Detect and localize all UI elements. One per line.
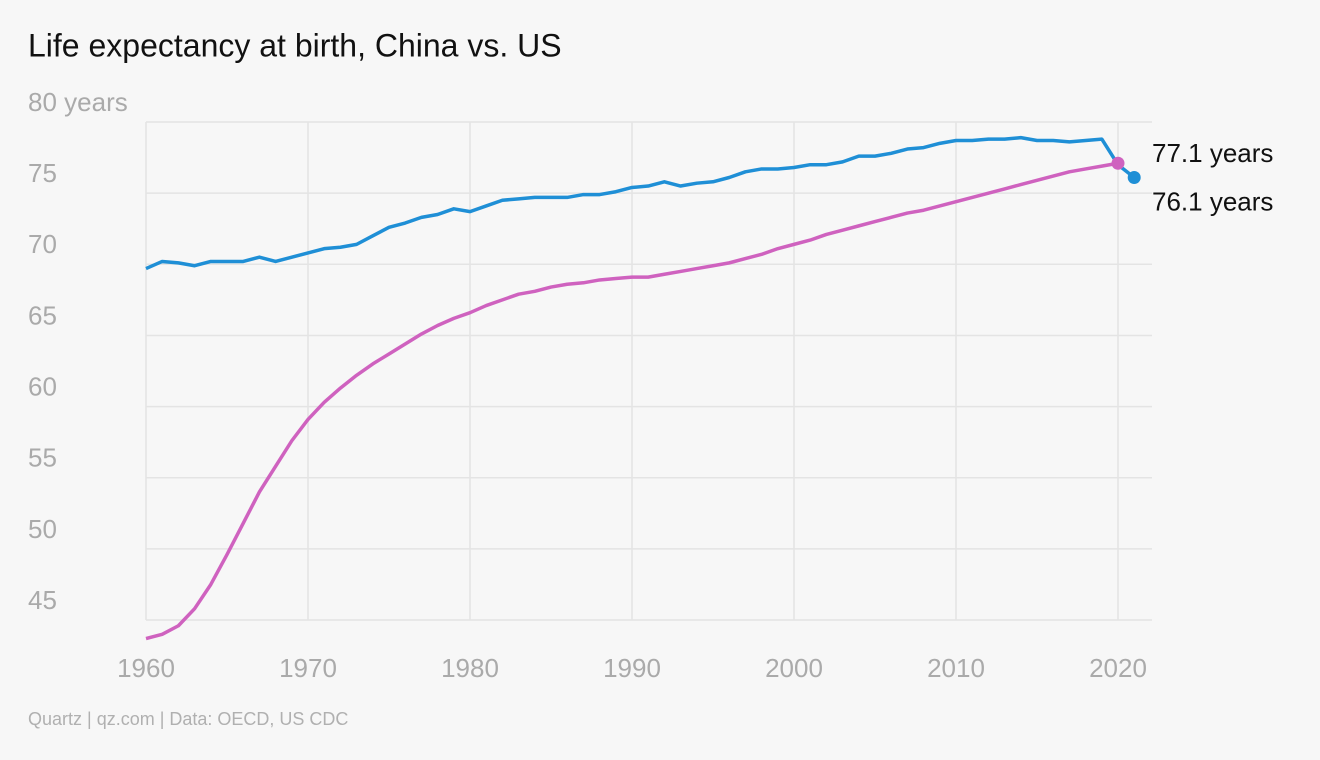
x-tick-label: 1970 — [279, 653, 337, 683]
y-tick-label: 50 — [28, 514, 57, 544]
y-tick-label: 75 — [28, 158, 57, 188]
end-point — [1111, 156, 1125, 170]
source: Quartz | qz.com | Data: OECD, US CDC — [28, 709, 348, 729]
x-tick-label: 1980 — [441, 653, 499, 683]
x-tick-label: 1990 — [603, 653, 661, 683]
line — [145, 161, 1119, 641]
x-tick-label: 2000 — [765, 653, 823, 683]
chart-title: Life expectancy at birth, China vs. US — [28, 27, 562, 63]
y-tick-label: 80 years — [28, 87, 128, 117]
y-tick-label: 55 — [28, 443, 57, 473]
y-tick-label: 65 — [28, 300, 57, 330]
end-label: 77.1 years — [1152, 138, 1273, 168]
x-tick-label: 2020 — [1089, 653, 1147, 683]
end-label: 76.1 years — [1152, 186, 1273, 216]
end-point — [1127, 170, 1141, 184]
line — [145, 135, 1136, 271]
x-tick-label: 1960 — [117, 653, 175, 683]
y-tick-label: 45 — [28, 585, 57, 615]
y-tick-label: 60 — [28, 371, 57, 401]
x-tick-label: 2010 — [927, 653, 985, 683]
y-tick-label: 70 — [28, 229, 57, 259]
